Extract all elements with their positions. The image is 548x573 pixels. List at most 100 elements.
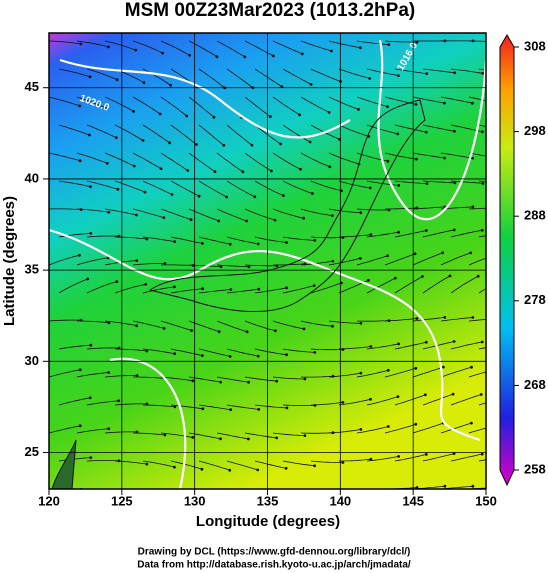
streamline xyxy=(160,376,193,382)
plot-frame xyxy=(48,32,487,490)
streamline-arrow xyxy=(245,219,249,223)
streamline xyxy=(104,152,135,167)
streamline-arrow xyxy=(200,467,204,471)
y-tick-label: 35 xyxy=(25,262,39,277)
streamline-arrow xyxy=(275,379,279,383)
y-axis-label: Latitude (degrees) xyxy=(1,196,18,326)
streamline xyxy=(356,40,389,45)
streamline-arrow xyxy=(413,252,417,256)
streamline xyxy=(132,263,165,266)
streamline-arrow xyxy=(331,324,334,328)
streamline xyxy=(142,286,175,294)
streamline xyxy=(450,394,482,406)
streamline xyxy=(422,393,454,406)
streamline xyxy=(142,348,175,355)
streamline xyxy=(226,68,254,89)
streamline-arrow xyxy=(500,486,503,489)
streamline-arrow xyxy=(243,55,247,59)
streamline-arrow xyxy=(163,262,167,265)
streamline-arrow xyxy=(135,259,139,262)
streamline-arrow xyxy=(89,343,93,347)
streamline xyxy=(450,275,479,294)
streamline xyxy=(384,367,416,378)
streamline xyxy=(450,453,483,462)
streamline xyxy=(160,208,192,221)
streamline-arrow xyxy=(471,205,475,209)
streamline xyxy=(422,275,451,294)
streamline xyxy=(310,348,344,351)
streamline xyxy=(254,287,287,294)
streamline xyxy=(478,235,486,238)
streamline xyxy=(188,320,220,333)
streamline-arrow xyxy=(222,143,226,147)
streamline xyxy=(86,400,119,406)
streamline xyxy=(412,366,444,378)
streamline xyxy=(77,320,109,324)
streamline-arrow xyxy=(415,157,418,161)
streamline xyxy=(478,459,486,462)
streamline xyxy=(49,208,82,210)
streamline xyxy=(412,206,445,210)
streamline-arrow xyxy=(280,85,284,88)
streamline-arrow xyxy=(358,46,362,50)
streamline-arrow xyxy=(257,408,261,411)
streamline xyxy=(188,40,218,58)
streamline xyxy=(440,422,472,434)
streamline xyxy=(254,460,287,469)
streamline-arrow xyxy=(308,140,312,144)
colorbar-tick-label: 298 xyxy=(524,123,546,138)
streamline xyxy=(394,180,427,184)
x-tick-label: 140 xyxy=(329,493,351,508)
streamline-arrow xyxy=(188,53,192,57)
streamline-arrow xyxy=(396,132,400,136)
streamline xyxy=(478,402,486,406)
streamline-arrow xyxy=(197,194,201,198)
streamline xyxy=(133,376,166,379)
streamline-arrow xyxy=(415,317,419,320)
streamline xyxy=(254,236,287,243)
streamline xyxy=(282,124,311,143)
colorbar-tick-label: 278 xyxy=(524,292,546,307)
streamline-arrow xyxy=(256,354,260,358)
streamline xyxy=(58,180,91,187)
streamline-arrow xyxy=(470,421,473,425)
streamline xyxy=(226,288,259,294)
streamline xyxy=(160,264,194,266)
streamline xyxy=(114,283,146,294)
streamline xyxy=(440,96,473,104)
streamline xyxy=(142,68,171,86)
streamline xyxy=(188,432,221,440)
streamline-arrow xyxy=(387,43,391,46)
streamline-arrow xyxy=(471,484,475,488)
streamline xyxy=(133,488,135,489)
streamline xyxy=(244,208,276,221)
streamline-arrow xyxy=(479,393,483,396)
streamline xyxy=(328,257,361,266)
x-axis-label: Longitude (degrees) xyxy=(196,513,340,530)
streamline xyxy=(254,180,284,196)
streamline xyxy=(216,264,249,268)
streamline xyxy=(310,402,343,406)
x-tick-label: 135 xyxy=(257,493,279,508)
streamline-arrow xyxy=(396,74,400,77)
streamline xyxy=(300,96,330,113)
streamline-arrow xyxy=(470,365,473,369)
streamline-arrow xyxy=(386,368,390,372)
streamline xyxy=(198,289,231,294)
streamline xyxy=(49,254,80,266)
streamline-arrow xyxy=(201,287,205,291)
streamline-arrow xyxy=(78,253,81,257)
streamline-arrow xyxy=(107,371,111,374)
isobar xyxy=(109,357,187,489)
streamline xyxy=(244,432,277,439)
streamline xyxy=(216,432,249,440)
streamline xyxy=(300,375,334,378)
streamline xyxy=(86,68,118,81)
streamline-arrow xyxy=(163,433,167,437)
streamline-arrow xyxy=(173,285,176,289)
streamline-arrow xyxy=(285,286,288,290)
streamline xyxy=(384,152,417,160)
streamline xyxy=(356,426,389,434)
streamline xyxy=(328,208,361,214)
streamline xyxy=(244,96,271,117)
